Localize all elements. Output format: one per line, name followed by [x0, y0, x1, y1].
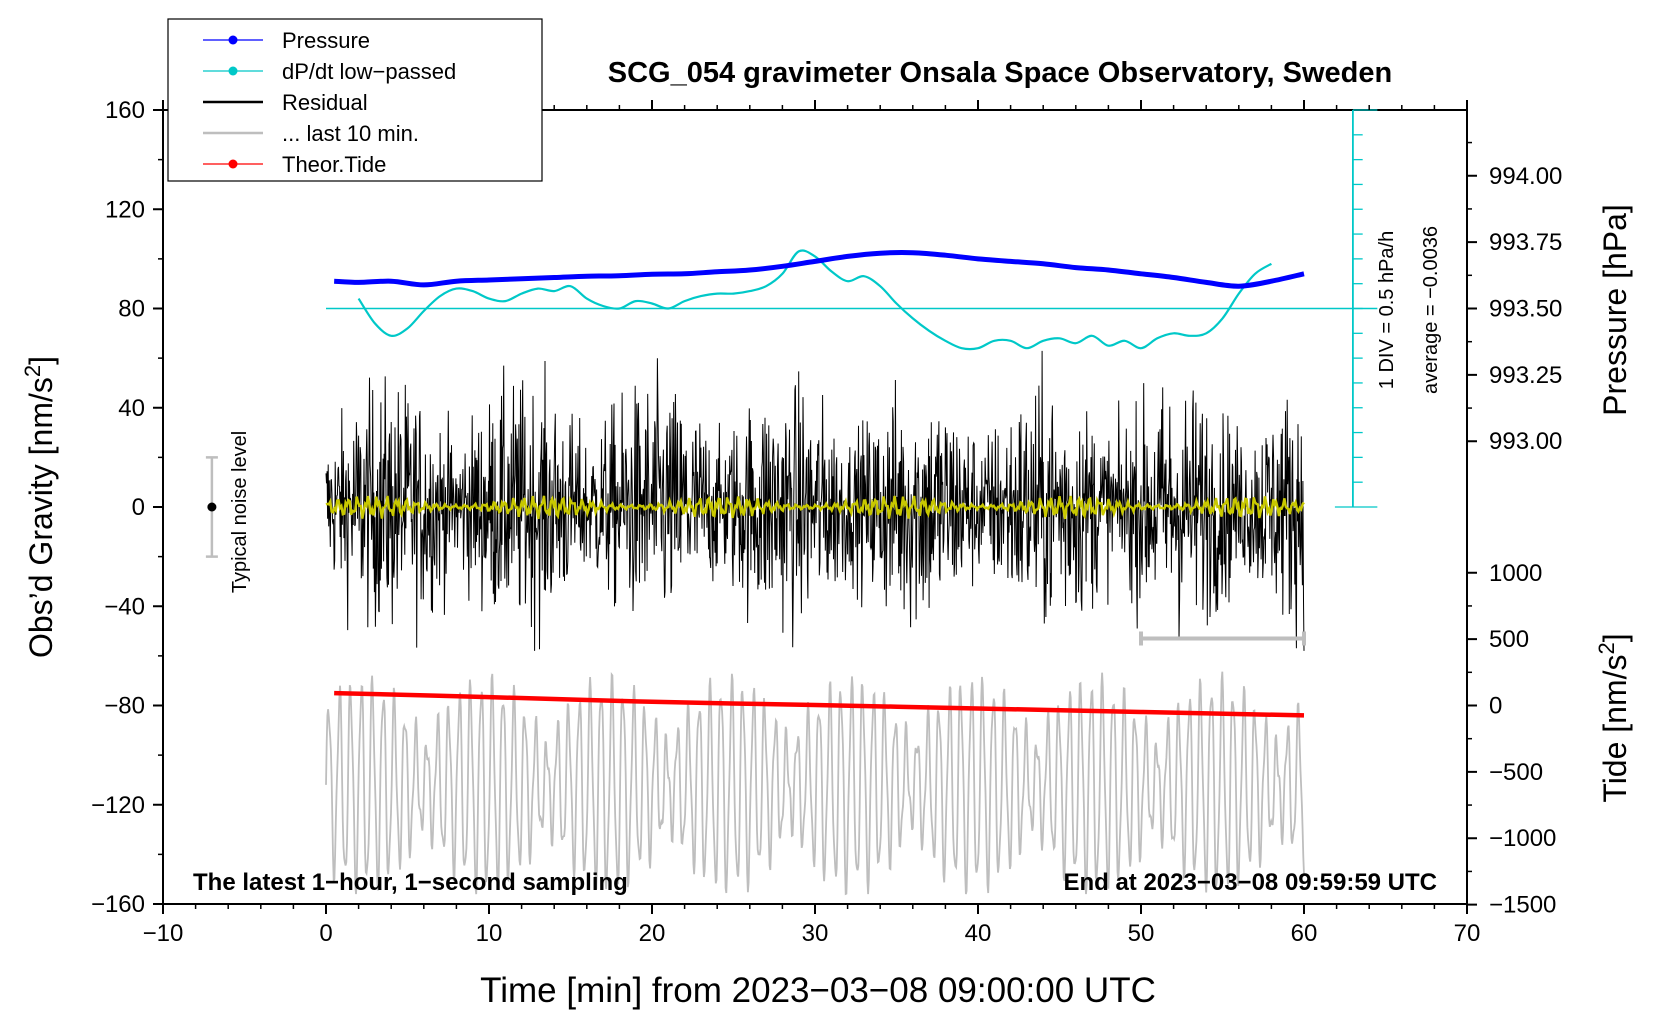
- last-10-min-series-group: [325, 671, 1305, 896]
- div-scale-label: 1 DIV = 0.5 hPa/h: [1376, 231, 1398, 389]
- axes-group: −10 0 10 20 30 40 50 60 70 160 120 80 40 0 −40 −80 −120 −…: [91, 97, 1562, 947]
- legend-label: Pressure: [282, 28, 370, 53]
- y-axis-label-tide-sup: 2: [1594, 642, 1619, 654]
- x-tick-label: 70: [1454, 920, 1481, 947]
- legend-marker: [228, 35, 238, 45]
- y-tick-label-left: 160: [105, 97, 145, 124]
- x-tick-label: 20: [639, 920, 666, 947]
- x-tick-label: 10: [476, 920, 503, 947]
- legend-label: Residual: [282, 90, 368, 115]
- y-tick-label-left: −120: [91, 792, 145, 819]
- y-tick-label-left: −80: [104, 693, 145, 720]
- end-time-note: End at 2023−03−08 09:59:59 UTC: [1063, 869, 1437, 896]
- y-axis-label-left-main: Obs’d Gravity [nm/s: [23, 377, 59, 658]
- dpdt-line: [357, 249, 1272, 351]
- y-tick-label-left: 80: [118, 296, 145, 323]
- x-tick-label: 40: [965, 920, 992, 947]
- y-tick-label-left: 40: [118, 395, 145, 422]
- noise-level-label: Typical noise level: [229, 431, 251, 593]
- residual-series-group: [325, 350, 1305, 651]
- tide-tick-label: −1500: [1489, 892, 1556, 919]
- pressure-tick-label: 994.00: [1489, 163, 1562, 190]
- annotations-group: [205, 109, 1378, 646]
- pressure-tick-label: 993.00: [1489, 428, 1562, 455]
- pressure-line: [334, 249, 1305, 289]
- y-axis-label-left-close: ]: [23, 356, 59, 365]
- tide-tick-label: −500: [1489, 759, 1543, 786]
- chart-title: SCG_054 gravimeter Onsala Space Observat…: [608, 57, 1392, 89]
- x-tick-label: 60: [1291, 920, 1318, 947]
- y-tick-label-left: 120: [105, 196, 145, 223]
- pressure-tick-label: 993.75: [1489, 229, 1562, 256]
- tide-tick-label: −1000: [1489, 825, 1556, 852]
- noise-bar-dot: [207, 502, 217, 512]
- legend-marker: [228, 66, 238, 76]
- legend: Pressure dP/dt low−passed Residual ... last…: [167, 18, 543, 182]
- legend-label: ... last 10 min.: [282, 121, 419, 146]
- line-series-group: [334, 249, 1305, 718]
- x-tick-label: 30: [802, 920, 829, 947]
- y-axis-label-tide-main: Tide [nm/s: [1597, 654, 1633, 802]
- residual-smoothed-line: [325, 495, 1305, 520]
- y-axis-label-tide-close: ]: [1597, 633, 1633, 642]
- legend-marker: [228, 159, 238, 169]
- legend-label: dP/dt low−passed: [282, 59, 456, 84]
- legend-label: Theor.Tide: [282, 152, 386, 177]
- tide-line: [334, 690, 1305, 718]
- x-tick-label: 0: [319, 920, 332, 947]
- legend-box: [167, 18, 543, 182]
- tide-tick-label: 0: [1489, 693, 1502, 720]
- sampling-note: The latest 1−hour, 1−second sampling: [193, 869, 628, 896]
- average-label: average = −0.0036: [1420, 226, 1442, 394]
- residual-line: [325, 350, 1305, 651]
- x-tick-label: −10: [143, 920, 184, 947]
- pressure-tick-label: 993.50: [1489, 296, 1562, 323]
- y-tick-label-left: −160: [91, 891, 145, 918]
- x-axis-label: Time [min] from 2023−03−08 09:00:00 UTC: [480, 971, 1156, 1010]
- y-axis-label-left-sup: 2: [20, 365, 45, 377]
- y-axis-label-left: Obs’d Gravity [nm/s2]: [20, 356, 59, 658]
- y-axis-label-tide: Tide [nm/s2]: [1594, 633, 1633, 802]
- x-tick-label: 50: [1128, 920, 1155, 947]
- y-axis-label-pressure: Pressure [hPa]: [1597, 204, 1633, 416]
- tide-tick-label: 1000: [1489, 560, 1542, 587]
- pressure-tick-label: 993.25: [1489, 362, 1562, 389]
- last-10-min-line: [325, 671, 1305, 896]
- tide-tick-label: 500: [1489, 626, 1529, 653]
- y-tick-label-left: −40: [104, 593, 145, 620]
- y-tick-label-left: 0: [132, 494, 145, 521]
